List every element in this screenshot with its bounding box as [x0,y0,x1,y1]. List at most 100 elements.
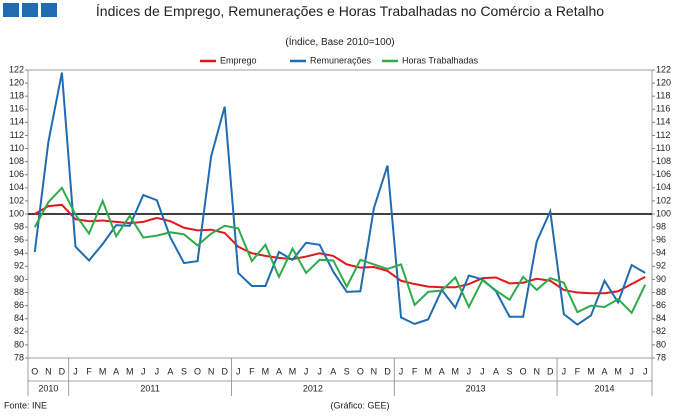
y-tick-label: 110 [10,143,24,153]
x-tick-label: D [547,366,554,376]
y2-tick-label: 112 [656,130,670,140]
x-tick-label: O [357,366,364,376]
y2-tick-label: 118 [656,91,670,101]
legend-label: Remunerações [310,55,372,65]
x-tick-label: M [99,366,107,376]
y2-tick-label: 104 [656,182,671,192]
y2-tick-label: 116 [656,104,670,114]
y-tick-label: 86 [14,300,24,310]
x-tick-label: J [467,366,472,376]
x-tick-label: J [236,366,241,376]
y-tick-label: 94 [14,248,24,258]
y-tick-label: 82 [14,326,24,336]
x-tick-label: F [412,366,418,376]
x-tick-label: N [533,366,540,376]
y2-tick-label: 82 [656,326,666,336]
x-tick-label: S [507,366,513,376]
x-tick-label: A [113,366,119,376]
y-tick-label: 114 [10,117,24,127]
x-tick-label: J [317,366,322,376]
y2-tick-label: 106 [656,169,671,179]
y-tick-label: 120 [9,77,24,87]
legend-label: Horas Trabalhadas [402,55,479,65]
x-tick-label: J [73,366,78,376]
x-tick-label: M [452,366,460,376]
y2-tick-label: 94 [656,248,666,258]
x-tick-label: J [141,366,146,376]
y-tick-label: 90 [14,274,24,284]
x-tick-label: F [575,366,581,376]
x-tick-label: A [276,366,282,376]
y2-tick-label: 100 [656,208,671,218]
x-tick-label: M [587,366,595,376]
x-tick-label: D [221,366,228,376]
chart-subtitle: (Índice, Base 2010=100) [285,37,395,48]
x-tick-label: O [31,366,38,376]
y-tick-label: 96 [14,235,24,245]
y-tick-label: 98 [14,221,24,231]
y-tick-label: 100 [9,208,24,218]
y-tick-label: 104 [9,182,24,192]
x-tick-label: A [602,366,608,376]
y-tick-label: 102 [9,195,24,205]
x-tick-label: J [399,366,404,376]
y-tick-label: 80 [14,339,24,349]
y2-tick-label: 96 [656,235,666,245]
y2-tick-label: 114 [656,117,670,127]
y-tick-label: 78 [14,352,24,362]
x-tick-label: N [45,366,52,376]
y-tick-label: 108 [9,156,24,166]
y-tick-label: 92 [14,261,24,271]
y2-tick-label: 84 [656,313,666,323]
y2-tick-label: 78 [656,352,666,362]
logo-square [41,3,57,17]
source: Fonte: INE [4,400,47,410]
logo-square [22,3,38,17]
x-tick-label: J [643,366,648,376]
series-line [33,72,646,326]
x-tick-label: M [262,366,270,376]
x-tick-label: M [289,366,297,376]
year-label: 2012 [303,383,323,393]
credit: (Gráfico: GEE) [330,400,389,410]
x-tick-label: J [480,366,485,376]
x-tick-label: F [86,366,92,376]
x-tick-label: N [371,366,378,376]
year-label: 2013 [466,383,486,393]
x-tick-label: S [344,366,350,376]
y2-tick-label: 88 [656,287,666,297]
x-tick-label: J [562,366,567,376]
x-tick-label: M [126,366,134,376]
y-tick-label: 106 [9,169,24,179]
y-tick-label: 112 [10,130,24,140]
x-tick-label: J [304,366,309,376]
logo-square [3,3,19,17]
x-tick-label: A [439,366,445,376]
y2-tick-label: 122 [656,64,671,74]
x-tick-label: O [194,366,201,376]
x-tick-label: M [614,366,622,376]
y-tick-label: 84 [14,313,24,323]
y2-tick-label: 90 [656,274,666,284]
year-label: 2010 [38,383,58,393]
y2-tick-label: 86 [656,300,666,310]
y-tick-label: 88 [14,287,24,297]
y-tick-label: 118 [10,91,24,101]
x-tick-label: A [167,366,173,376]
x-tick-label: A [493,366,499,376]
legend-label: Emprego [220,55,257,65]
x-tick-label: F [249,366,255,376]
y2-tick-label: 98 [656,221,666,231]
series-line [34,203,646,295]
y2-tick-label: 102 [656,195,671,205]
series-line [33,186,647,315]
y2-tick-label: 120 [656,77,671,87]
y-tick-label: 122 [9,64,24,74]
x-tick-label: D [384,366,391,376]
year-label: 2011 [140,383,159,393]
x-tick-label: O [520,366,527,376]
x-tick-label: S [181,366,187,376]
y2-tick-label: 108 [656,156,671,166]
